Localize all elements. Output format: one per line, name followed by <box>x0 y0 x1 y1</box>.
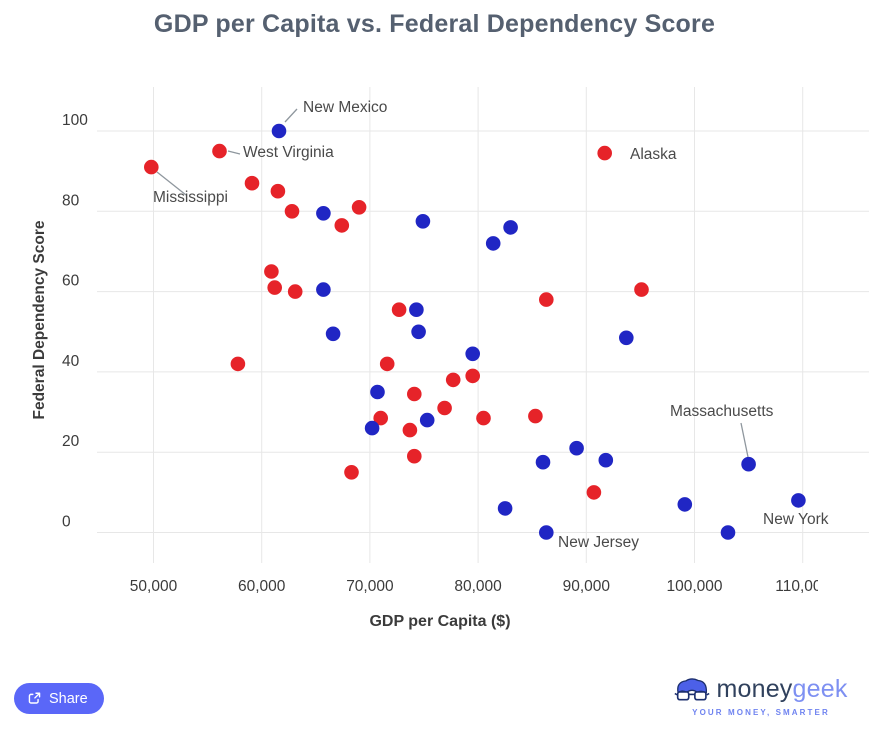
data-point[interactable] <box>411 324 426 340</box>
x-tick-label: 70,000 <box>346 578 394 595</box>
data-point[interactable] <box>539 292 554 307</box>
data-point[interactable] <box>407 386 422 402</box>
data-point[interactable] <box>370 384 385 400</box>
data-point[interactable] <box>316 206 331 221</box>
data-point[interactable] <box>503 220 518 235</box>
data-point[interactable] <box>267 280 283 295</box>
data-point[interactable] <box>465 368 481 384</box>
data-point[interactable] <box>791 493 806 508</box>
data-point[interactable] <box>284 204 300 219</box>
data-point[interactable] <box>720 525 736 540</box>
brand-tagline: YOUR MONEY, SMARTER <box>692 708 830 717</box>
y-tick-label: 60 <box>62 273 80 290</box>
x-tick-labels: 50,000 60,000 70,000 80,000 90,000 100,000 110… <box>130 578 830 595</box>
data-point[interactable] <box>597 145 612 161</box>
data-point[interactable] <box>334 218 350 233</box>
moneygeek-wordmark: moneygeek <box>716 677 847 702</box>
brand-money-text: money <box>716 675 793 703</box>
state-label: New Mexico <box>303 99 387 116</box>
data-point[interactable] <box>230 356 246 372</box>
annotation-leader-lines <box>156 108 749 458</box>
data-point[interactable] <box>445 372 461 388</box>
data-point[interactable] <box>144 159 159 175</box>
data-point[interactable] <box>402 422 418 438</box>
data-point[interactable] <box>271 123 287 139</box>
data-point[interactable] <box>598 452 614 468</box>
data-point[interactable] <box>677 497 693 512</box>
data-point[interactable] <box>586 485 602 500</box>
x-tick-label: 60,000 <box>238 578 286 595</box>
data-point[interactable] <box>351 200 367 215</box>
annotation-labels: New Mexico West Virginia Mississippi Alaska… <box>153 99 829 551</box>
state-label: Alaska <box>630 146 677 163</box>
blue-states-series <box>271 123 806 540</box>
y-tick-label: 40 <box>62 353 80 370</box>
data-point[interactable] <box>437 400 452 416</box>
data-point[interactable] <box>373 410 389 426</box>
annotation-leader-line <box>227 150 241 155</box>
data-point[interactable] <box>407 448 422 464</box>
data-point[interactable] <box>344 465 359 480</box>
x-tick-label: 110,000 <box>775 578 830 595</box>
moneygeek-geek-icon <box>674 678 710 701</box>
brand-geek-text: geek <box>792 675 848 703</box>
data-point[interactable] <box>465 346 481 362</box>
data-point[interactable] <box>528 408 543 424</box>
data-point[interactable] <box>741 456 756 472</box>
data-point[interactable] <box>619 330 634 346</box>
data-point[interactable] <box>270 183 286 199</box>
share-icon <box>28 692 41 704</box>
data-point[interactable] <box>634 282 649 297</box>
data-point[interactable] <box>539 525 554 540</box>
data-point[interactable] <box>287 284 303 299</box>
x-tick-label: 50,000 <box>130 578 178 595</box>
state-label: New Jersey <box>558 534 639 551</box>
x-tick-label: 90,000 <box>563 578 611 595</box>
state-label: Mississippi <box>153 189 228 206</box>
data-point[interactable] <box>212 143 227 159</box>
share-button-label: Share <box>49 690 88 707</box>
data-point[interactable] <box>476 410 491 426</box>
data-point[interactable] <box>409 302 424 318</box>
data-point[interactable] <box>535 454 551 470</box>
data-point[interactable] <box>264 264 279 279</box>
page-title: GDP per Capita vs. Federal Dependency Sc… <box>153 10 716 38</box>
annotation-leader-line <box>740 422 749 458</box>
scatter-chart: 50,000 60,000 70,000 80,000 90,000 100,000 110… <box>31 87 869 630</box>
state-label: West Virginia <box>243 144 334 161</box>
x-axis-title: GDP per Capita ($) <box>369 613 510 630</box>
annotation-leader-line <box>156 171 187 196</box>
y-gridlines <box>97 130 869 533</box>
share-button[interactable]: Share <box>14 683 104 714</box>
x-tick-label: 100,000 <box>666 578 722 595</box>
y-tick-label: 20 <box>62 433 80 450</box>
state-label: New York <box>763 511 829 528</box>
data-point[interactable] <box>316 282 331 297</box>
data-point[interactable] <box>415 214 431 229</box>
y-tick-label: 80 <box>62 192 80 209</box>
data-point[interactable] <box>244 175 260 191</box>
data-point[interactable] <box>419 412 435 428</box>
y-tick-label: 0 <box>62 514 71 531</box>
state-label: Massachusetts <box>670 403 774 420</box>
data-point[interactable] <box>325 326 341 342</box>
x-tick-label: 80,000 <box>454 578 502 595</box>
annotation-leader-line <box>284 108 298 123</box>
red-states-series <box>144 143 649 500</box>
data-point[interactable] <box>379 356 395 372</box>
data-point[interactable] <box>497 501 513 516</box>
y-tick-label: 100 <box>62 112 88 129</box>
y-tick-labels: 0 20 40 60 80 100 <box>62 112 88 531</box>
y-axis-title: Federal Dependency Score <box>31 220 48 419</box>
data-point[interactable] <box>364 420 380 436</box>
data-point[interactable] <box>485 236 501 251</box>
moneygeek-logo[interactable]: moneygeek YOUR MONEY, SMARTER <box>674 676 847 717</box>
data-point[interactable] <box>391 302 407 318</box>
data-point[interactable] <box>569 440 584 456</box>
